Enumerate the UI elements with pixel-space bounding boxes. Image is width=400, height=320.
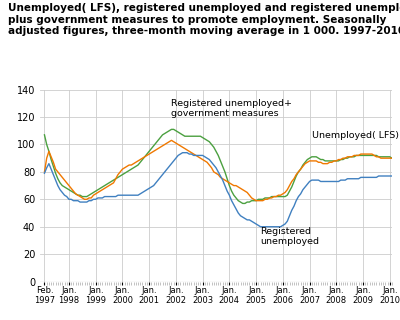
Text: Unemployed( LFS): Unemployed( LFS) bbox=[312, 131, 399, 140]
Text: Registered unemployed+
government measures: Registered unemployed+ government measur… bbox=[172, 99, 292, 118]
Text: Registered
unemployed: Registered unemployed bbox=[260, 227, 320, 246]
Text: Unemployed( LFS), registered unemployed and registered unemployed
plus governmen: Unemployed( LFS), registered unemployed … bbox=[8, 3, 400, 36]
